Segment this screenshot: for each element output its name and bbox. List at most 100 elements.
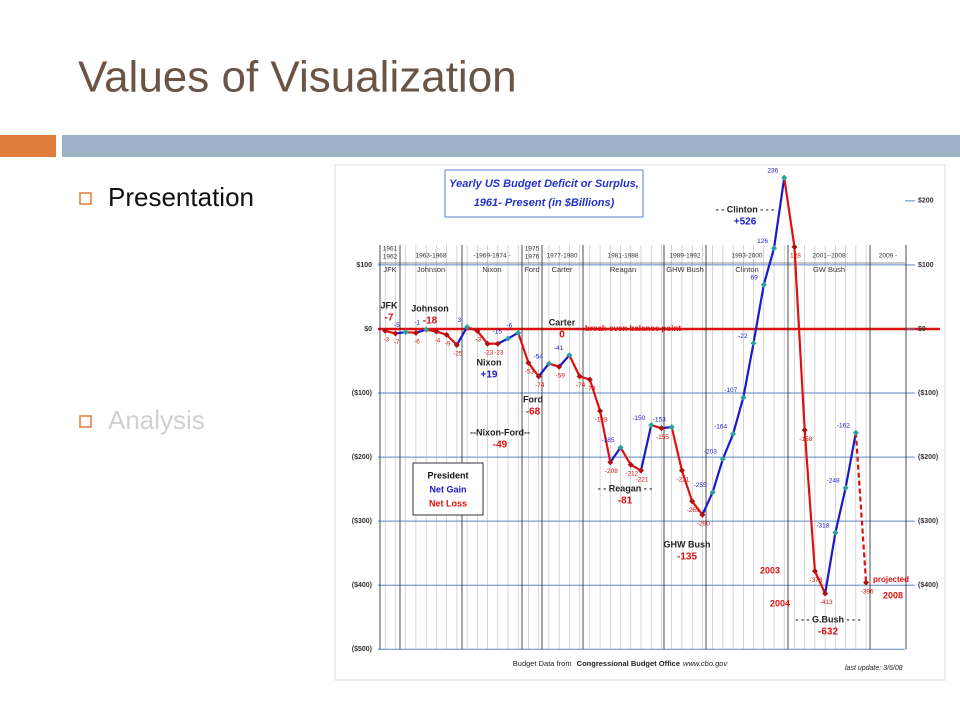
point bbox=[443, 331, 450, 338]
annotation: projected bbox=[873, 575, 909, 584]
line-segment bbox=[762, 247, 776, 286]
point bbox=[863, 579, 870, 586]
data-label: 69 bbox=[751, 275, 759, 282]
line-segment bbox=[445, 333, 458, 346]
point bbox=[525, 359, 532, 366]
bullet-box bbox=[79, 415, 92, 428]
point bbox=[617, 444, 624, 451]
term-name: Johnson bbox=[417, 265, 445, 274]
data-label: -255 bbox=[694, 482, 707, 489]
point bbox=[719, 456, 726, 463]
point bbox=[781, 174, 788, 181]
term-years: 2009 - bbox=[879, 253, 897, 260]
y2-tick-label: $200 bbox=[918, 198, 934, 205]
point bbox=[566, 352, 573, 359]
data-label: -9 bbox=[445, 340, 451, 347]
data-label: -153 bbox=[653, 417, 666, 424]
term-years: 1976 bbox=[525, 254, 540, 261]
point bbox=[474, 327, 481, 334]
summary-name: Ford bbox=[523, 394, 543, 404]
accent-bar bbox=[0, 135, 56, 157]
data-label: -41 bbox=[554, 345, 564, 352]
point bbox=[453, 341, 460, 348]
annotation: 2008 bbox=[883, 590, 903, 600]
line-segment bbox=[803, 430, 817, 572]
line-segment bbox=[854, 432, 868, 583]
point bbox=[852, 429, 859, 436]
point bbox=[505, 335, 511, 342]
source-part: www.cbo.gov bbox=[683, 659, 728, 668]
line-segment bbox=[558, 354, 571, 368]
point bbox=[576, 373, 583, 380]
summary-change: -49 bbox=[493, 440, 508, 451]
summary-name: Nixon bbox=[476, 357, 501, 367]
point bbox=[545, 360, 552, 367]
y2-tick-label: ($400) bbox=[918, 582, 938, 589]
y-tick-label: $0 bbox=[364, 326, 372, 333]
data-label: -248 bbox=[827, 478, 840, 485]
y-tick-label: ($400) bbox=[352, 582, 372, 589]
term-years: 1963-1968 bbox=[415, 253, 446, 260]
summary-name: Johnson bbox=[411, 303, 449, 313]
point bbox=[832, 529, 839, 536]
chart-title: Yearly US Budget Deficit or Surplus, bbox=[449, 178, 639, 190]
summary-change: -81 bbox=[618, 496, 633, 507]
line-segment bbox=[721, 433, 735, 460]
point bbox=[678, 467, 685, 474]
point bbox=[638, 467, 644, 474]
point bbox=[811, 568, 818, 575]
data-label: -74 bbox=[535, 382, 545, 389]
point bbox=[535, 373, 542, 380]
point bbox=[597, 407, 604, 414]
line-segment bbox=[619, 446, 632, 466]
summary-change: -135 bbox=[677, 552, 697, 563]
data-label: -25 bbox=[453, 351, 463, 358]
data-label: -5 bbox=[394, 322, 400, 329]
point bbox=[668, 423, 675, 430]
term-years: 1977-1980 bbox=[546, 253, 577, 260]
data-label: -23 bbox=[494, 349, 504, 356]
point bbox=[464, 324, 471, 331]
source-part: Congressional Budget Office bbox=[577, 659, 680, 668]
term-years: 2001--2008 bbox=[812, 253, 846, 260]
point bbox=[556, 363, 563, 370]
point bbox=[494, 340, 501, 347]
data-label: -6 bbox=[414, 339, 420, 346]
data-label: -54 bbox=[534, 353, 544, 360]
line-segment bbox=[527, 362, 540, 378]
data-label: -396 bbox=[861, 588, 874, 595]
point bbox=[699, 511, 706, 518]
y2-tick-label: $100 bbox=[918, 262, 934, 269]
term-name: JFK bbox=[383, 265, 396, 274]
point bbox=[382, 327, 389, 334]
data-label: -3 bbox=[383, 337, 389, 344]
data-label: -318 bbox=[816, 522, 829, 529]
term-name: Ford bbox=[524, 265, 539, 274]
line-segment bbox=[834, 487, 847, 533]
summary-name: JFK bbox=[380, 300, 398, 310]
line-segment bbox=[783, 177, 796, 248]
line-segment bbox=[752, 284, 765, 344]
point bbox=[586, 376, 593, 383]
data-label: -203 bbox=[704, 449, 717, 456]
data-label: 3 bbox=[457, 317, 461, 324]
y-tick-label: ($200) bbox=[352, 454, 372, 461]
data-label: -4 bbox=[434, 337, 440, 344]
data-label: -413 bbox=[820, 599, 833, 606]
line-segment bbox=[732, 397, 745, 435]
line-segment bbox=[701, 491, 714, 516]
data-label: -162 bbox=[837, 422, 850, 429]
data-label: -6 bbox=[506, 323, 512, 330]
point bbox=[515, 329, 522, 336]
data-label: -185 bbox=[602, 437, 615, 444]
updated: last update: 3/6/08 bbox=[845, 665, 903, 672]
term-name: GW Bush bbox=[813, 265, 845, 274]
bullet-box bbox=[79, 192, 92, 205]
data-label: -378 bbox=[809, 577, 822, 584]
point bbox=[730, 431, 737, 438]
data-label: 128 bbox=[790, 253, 801, 260]
source: Budget Data from Congressional Budget Of… bbox=[513, 659, 729, 668]
line-segment bbox=[537, 362, 550, 378]
line-segment bbox=[639, 424, 653, 471]
